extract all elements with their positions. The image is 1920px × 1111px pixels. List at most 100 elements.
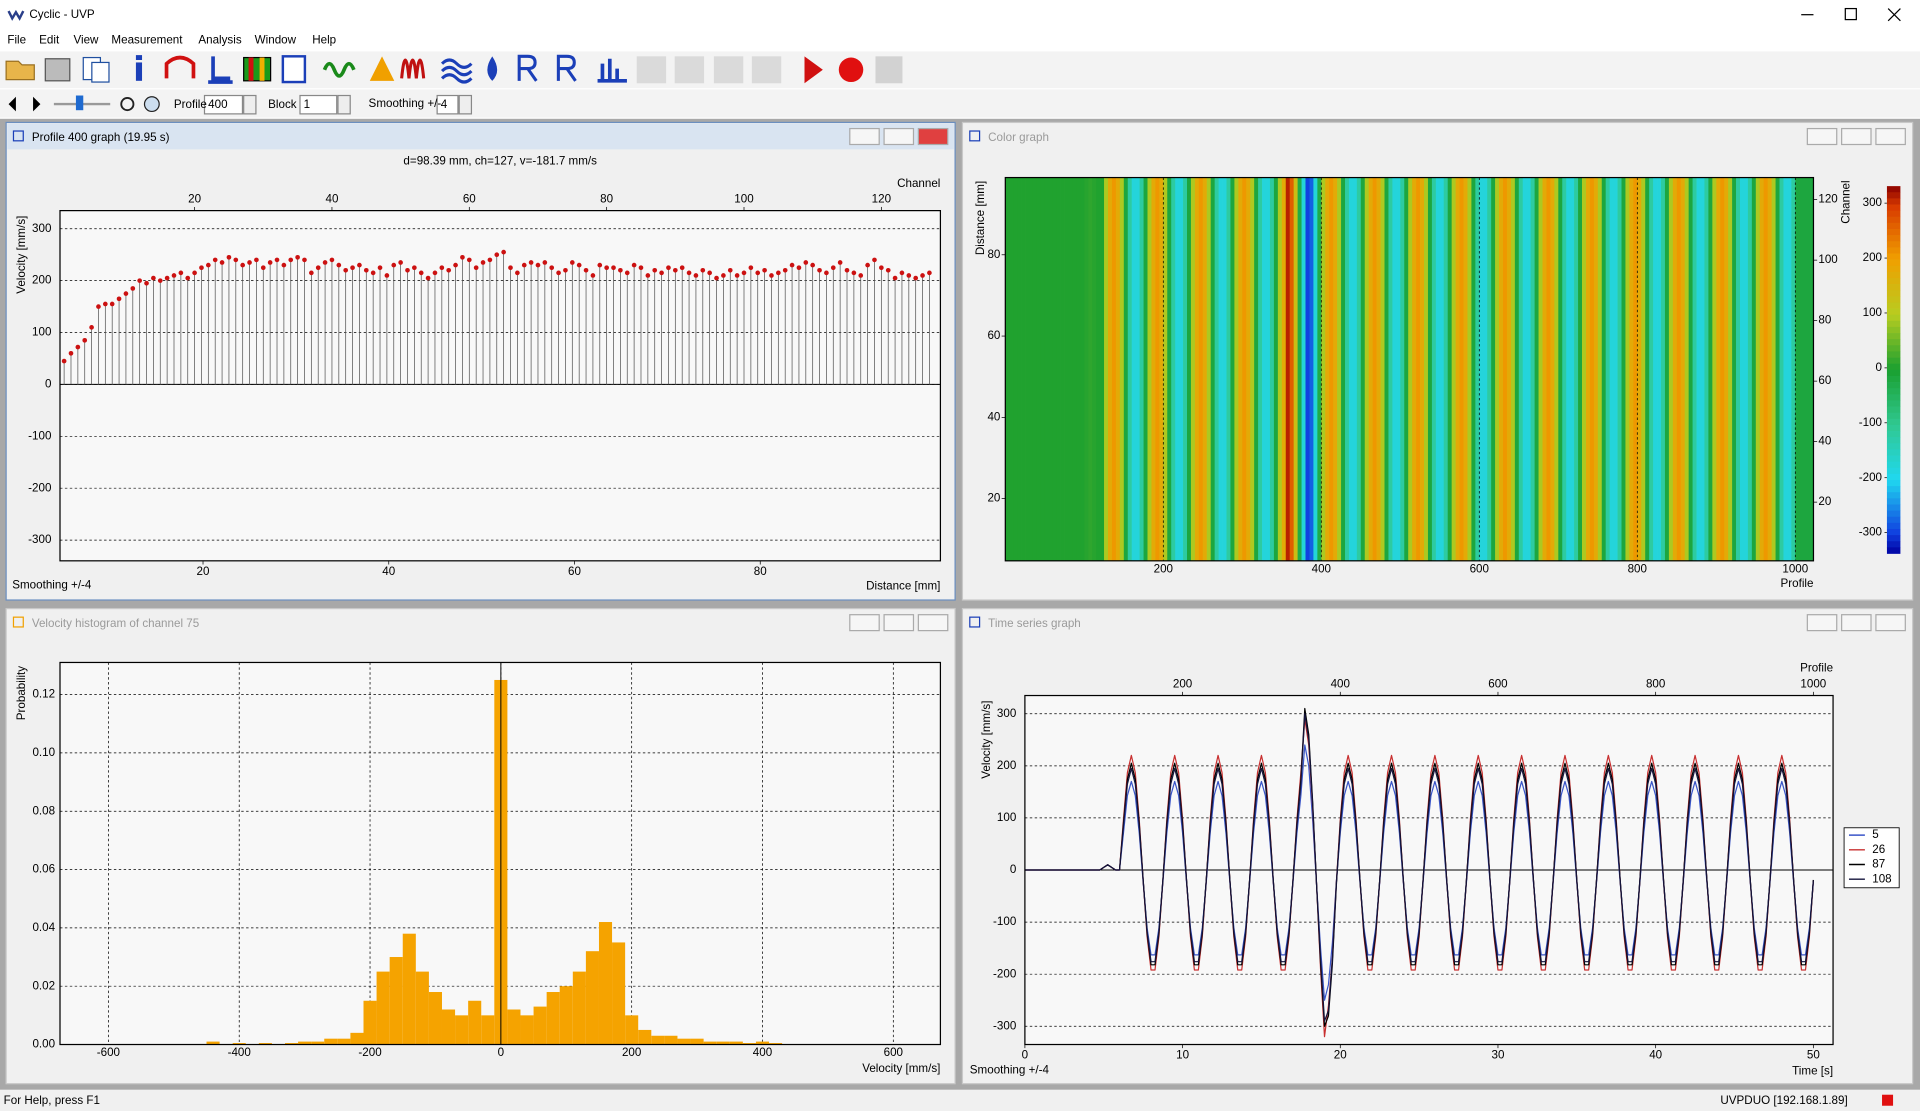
heatmap-cell xyxy=(1380,177,1385,561)
plot-frame xyxy=(59,661,942,1046)
histogram-bar xyxy=(677,1038,691,1045)
heatmap-cell xyxy=(1775,177,1780,561)
info-icon[interactable] xyxy=(135,55,143,61)
menu-item[interactable]: Analysis xyxy=(198,33,241,46)
drop-icon[interactable] xyxy=(487,56,498,81)
smoothing-value[interactable]: 4 xyxy=(441,98,448,111)
y-tick-label: 0.00 xyxy=(32,1038,55,1051)
menu-item[interactable]: Measurement xyxy=(111,33,183,46)
heatmap-cell xyxy=(1763,177,1769,561)
stem-point xyxy=(645,273,651,278)
block-value[interactable]: 1 xyxy=(304,98,310,111)
colorbar-segment xyxy=(1886,222,1901,230)
ylabel: Velocity [mm/s] xyxy=(980,701,993,779)
window-control[interactable] xyxy=(1806,127,1838,146)
block-input[interactable] xyxy=(299,94,338,115)
window-control[interactable] xyxy=(1806,614,1838,632)
colorbar-segment xyxy=(1886,461,1901,469)
stem-point xyxy=(398,260,403,265)
profile-icon[interactable] xyxy=(164,55,196,79)
colorbar-segment xyxy=(1886,406,1901,414)
print-icon[interactable] xyxy=(44,58,71,82)
heatmap-cell xyxy=(1072,177,1077,561)
menu-item[interactable]: Edit xyxy=(39,33,60,46)
stem-point xyxy=(879,265,884,271)
color-graph-icon-a xyxy=(248,57,254,81)
window-control[interactable] xyxy=(849,127,880,146)
colorbar-tick-label: 100 xyxy=(1863,306,1883,319)
info-icon-stem[interactable] xyxy=(135,62,143,81)
table-icon[interactable] xyxy=(281,55,307,84)
bars-icon[interactable] xyxy=(597,58,627,83)
window-control[interactable] xyxy=(917,614,949,632)
prev-button[interactable] xyxy=(8,96,16,112)
window-control[interactable] xyxy=(1841,614,1872,632)
stem-point xyxy=(927,270,932,276)
heatmap-cell xyxy=(1637,177,1642,561)
menu-item[interactable]: Help xyxy=(312,33,336,46)
colorbar-tick-label: -300 xyxy=(1859,526,1883,539)
stem-point xyxy=(824,270,829,276)
heatmap-cell xyxy=(1337,177,1342,561)
window-control[interactable] xyxy=(883,614,915,632)
colorbar-segment xyxy=(1886,400,1901,407)
smoothing-spinner[interactable] xyxy=(458,94,473,115)
colorbar-segment xyxy=(1886,528,1901,536)
window-control[interactable] xyxy=(849,614,880,632)
heatmap-cell xyxy=(1281,177,1287,561)
history-button[interactable] xyxy=(143,96,160,113)
heatmap-cell xyxy=(1736,177,1741,561)
colorbar-segment xyxy=(1886,216,1901,224)
heatmap-cell xyxy=(1115,177,1121,561)
play-button[interactable] xyxy=(804,56,823,84)
profile-spinner[interactable] xyxy=(243,94,257,115)
spectrum-icon[interactable] xyxy=(400,58,426,79)
open-icon[interactable] xyxy=(5,60,35,81)
window-control[interactable] xyxy=(883,127,915,146)
heatmap-cell xyxy=(1143,177,1148,561)
profile-input[interactable] xyxy=(203,94,244,115)
profile-value[interactable]: 400 xyxy=(208,98,228,111)
histogram-bar xyxy=(703,1041,717,1045)
ylabel: Distance [mm] xyxy=(974,181,987,255)
refresh-button[interactable] xyxy=(120,97,135,112)
heatmap-cell xyxy=(1471,177,1476,561)
x-tick-label: 0 xyxy=(498,1046,505,1059)
record-button[interactable] xyxy=(838,57,864,83)
window-control[interactable] xyxy=(1875,614,1906,632)
rxy-icon[interactable] xyxy=(556,54,577,82)
slider-thumb[interactable] xyxy=(75,95,84,111)
time-icon[interactable] xyxy=(208,56,233,84)
next-button[interactable] xyxy=(33,96,41,112)
window-control[interactable] xyxy=(1841,127,1872,146)
close-button[interactable] xyxy=(1887,8,1901,22)
flow-icon[interactable] xyxy=(440,58,473,84)
x-tick-label: 30 xyxy=(1492,1049,1505,1062)
window-control[interactable] xyxy=(917,127,949,146)
block-spinner[interactable] xyxy=(337,94,351,115)
menu-item[interactable]: View xyxy=(73,33,99,46)
smoothing-input[interactable] xyxy=(436,94,459,115)
wave-icon[interactable] xyxy=(322,61,356,78)
heatmap-cell xyxy=(1325,177,1330,561)
maximize-button[interactable] xyxy=(1844,7,1857,21)
stem-point xyxy=(583,267,589,273)
menu-item[interactable]: File xyxy=(7,33,26,46)
window-control[interactable] xyxy=(1875,127,1906,146)
series-line xyxy=(1024,713,1814,1022)
stem-point xyxy=(363,267,369,273)
x-tick-label: 200 xyxy=(1154,562,1174,575)
heatmap-cell xyxy=(1017,177,1022,561)
stop-button[interactable] xyxy=(875,56,903,84)
stem-point xyxy=(618,267,623,273)
histogram-icon[interactable] xyxy=(369,56,395,81)
y-tick-label: 0.06 xyxy=(32,863,55,876)
colorbar-segment xyxy=(1886,241,1901,248)
menu-item[interactable]: Window xyxy=(255,33,297,46)
copy-icon-2[interactable] xyxy=(91,61,110,83)
y-tick-label: 120 xyxy=(1818,193,1838,206)
rxx-icon[interactable] xyxy=(517,54,538,82)
stem-point xyxy=(652,267,658,273)
color-graph-icon[interactable] xyxy=(243,56,272,82)
